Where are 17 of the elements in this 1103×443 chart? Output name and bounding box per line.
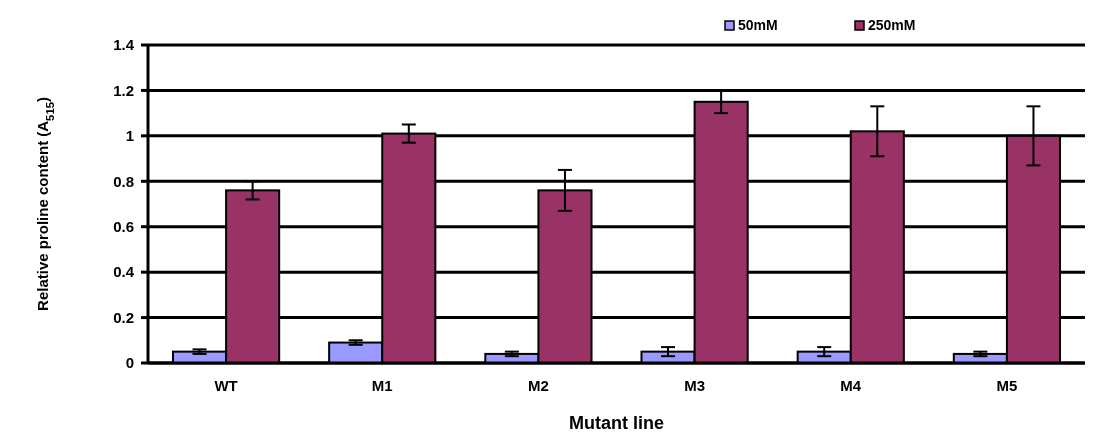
y-tick-label: 0 (125, 354, 134, 372)
y-tick-label: 0.8 (113, 172, 134, 190)
x-tick-label: M2 (527, 377, 549, 394)
y-tick-label: 1.4 (113, 36, 135, 54)
y-tick-label: 1 (125, 127, 134, 145)
x-axis-title: Mutant line (569, 413, 664, 433)
y-tick-label: 0.2 (113, 308, 134, 326)
y-tick-label: 1.2 (113, 81, 134, 99)
x-tick-label: M3 (684, 377, 706, 394)
y-tick-label: 0.6 (113, 217, 134, 235)
x-tick-label: M5 (996, 377, 1018, 394)
y-tick-label: 0.4 (113, 263, 135, 281)
legend-label: 250mM (868, 17, 916, 33)
x-tick-label: M1 (371, 377, 393, 394)
x-tick-label: WT (214, 377, 238, 394)
x-tick-label: M4 (840, 377, 862, 394)
legend-label: 50mM (738, 17, 778, 33)
